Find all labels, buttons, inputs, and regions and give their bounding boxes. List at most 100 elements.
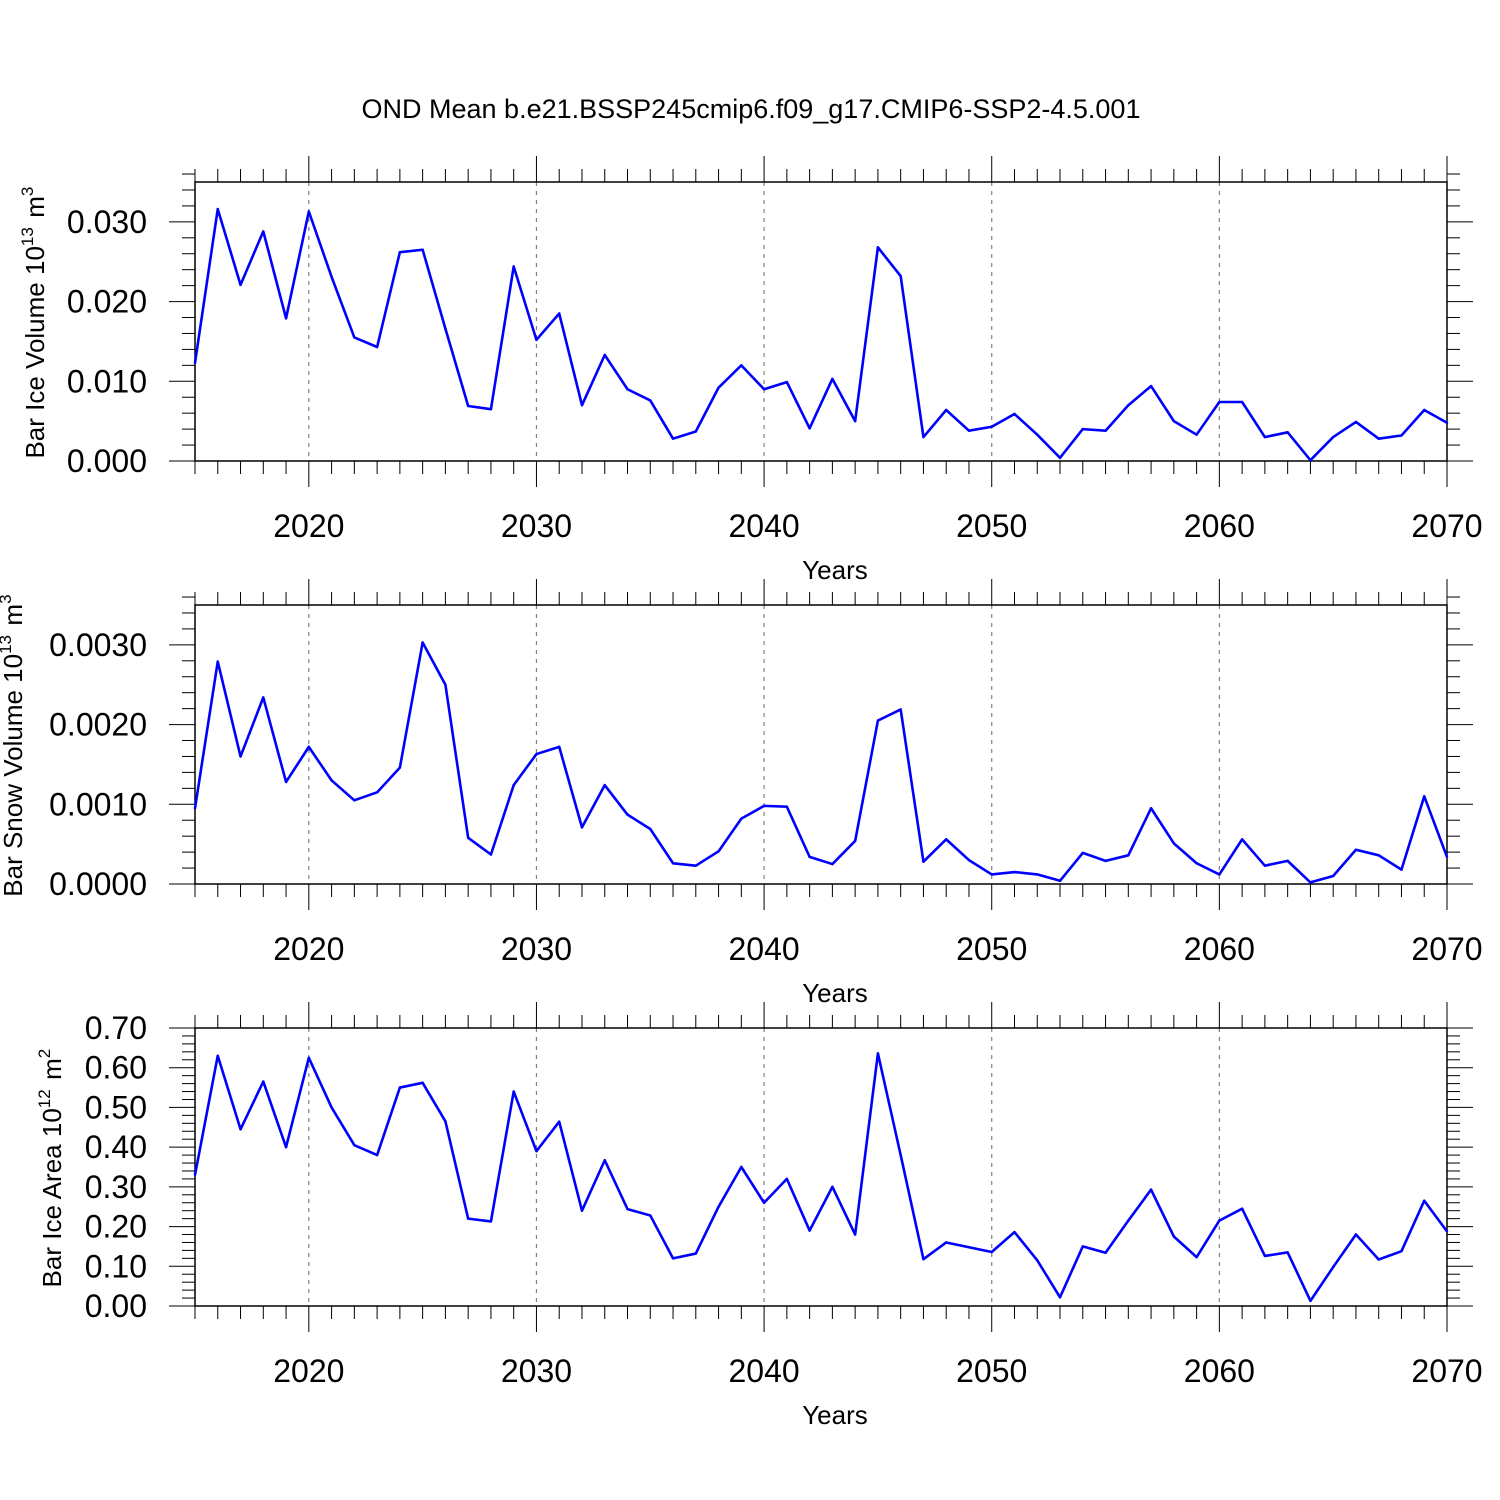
data-point — [1127, 404, 1130, 407]
data-point — [580, 404, 584, 407]
data-point — [307, 210, 311, 213]
data-point — [375, 345, 379, 349]
x-tick-label: 2070 — [1411, 508, 1482, 544]
chart-panel-2: 0.0000 0.0010 0.0020 0.0030 2020 2030 2040 2050… — [0, 579, 1483, 1008]
y-tick-label: 0.70 — [85, 1010, 147, 1046]
data-point — [899, 274, 902, 278]
data-point — [535, 752, 538, 756]
data-point — [671, 862, 675, 865]
data-point — [1445, 855, 1449, 859]
y-tick-label: 0.50 — [85, 1089, 147, 1125]
data-point — [922, 860, 925, 863]
data-point — [398, 1086, 402, 1089]
data-point — [762, 388, 766, 391]
data-point — [671, 1257, 675, 1260]
data-point — [1331, 1265, 1335, 1269]
data-point — [1013, 412, 1016, 416]
data-point — [1127, 1219, 1130, 1222]
series-line — [193, 641, 1449, 884]
data-point — [239, 1128, 242, 1131]
x-tick-label: 2020 — [273, 931, 344, 967]
data-point — [1331, 435, 1335, 439]
data-point — [785, 380, 789, 384]
data-point — [1400, 868, 1403, 871]
data-point — [353, 1143, 356, 1147]
data-point — [1104, 1251, 1107, 1254]
y-tick-label: 0.000 — [67, 443, 147, 479]
data-point — [284, 1145, 288, 1149]
y-tick-label: 0.010 — [67, 363, 147, 399]
y-axis-label: Bar Ice Volume 1013 m3 — [18, 184, 50, 458]
y-tick-label: 0.20 — [85, 1209, 147, 1245]
data-point — [216, 660, 219, 663]
data-point — [421, 641, 424, 644]
data-point — [1263, 864, 1267, 867]
data-point — [444, 327, 447, 330]
data-point — [1149, 1188, 1153, 1191]
data-point — [1127, 854, 1130, 857]
x-tick-label: 2060 — [1184, 931, 1255, 967]
data-point — [421, 248, 424, 251]
x-tick-label: 2060 — [1184, 508, 1255, 544]
plot-frame — [194, 181, 1448, 462]
data-point — [1036, 433, 1039, 436]
data-point — [1400, 434, 1403, 437]
data-point — [626, 813, 629, 816]
data-point — [1036, 873, 1039, 876]
x-tick-label: 2070 — [1411, 931, 1482, 967]
data-point — [1331, 874, 1335, 878]
data-point — [876, 1052, 880, 1055]
data-point — [1218, 873, 1221, 876]
data-point — [853, 419, 857, 423]
data-point — [466, 1217, 470, 1220]
data-point — [1263, 435, 1267, 439]
data-point — [603, 1159, 606, 1162]
data-point — [853, 1233, 857, 1236]
data-point — [876, 246, 880, 249]
y-tick-label: 0.10 — [85, 1248, 147, 1284]
data-point — [1377, 1258, 1380, 1261]
data-point — [1423, 795, 1426, 798]
data-point — [1195, 862, 1198, 865]
data-point — [1172, 419, 1176, 423]
y-axis-label-ylabel-unit-exponent: 3 — [0, 594, 15, 603]
x-tick-label: 2030 — [501, 508, 572, 544]
y-tick-label: 0.0030 — [49, 627, 147, 663]
x-axis-label: Years — [802, 555, 868, 585]
data-point — [216, 1054, 219, 1058]
y-axis-label-ylabel-unit: m — [37, 1058, 67, 1080]
data-point — [717, 850, 720, 853]
data-point — [740, 1165, 743, 1169]
data-point — [262, 1080, 265, 1083]
data-point — [694, 1252, 697, 1255]
data-point — [353, 336, 356, 339]
data-point — [512, 1090, 515, 1093]
y-axis-label-space — [20, 218, 50, 225]
data-point — [1058, 1296, 1062, 1299]
data-point — [398, 766, 402, 769]
y-tick-label: 0.60 — [85, 1050, 147, 1086]
data-point — [740, 817, 743, 820]
data-point — [558, 745, 561, 749]
data-point — [193, 1173, 197, 1177]
data-point — [489, 1220, 493, 1223]
data-point — [694, 864, 697, 867]
x-tick-label: 2030 — [501, 1353, 572, 1389]
data-point — [1240, 1207, 1244, 1210]
y-axis-label-baseline-reset — [37, 1047, 67, 1049]
x-tick-label: 2020 — [273, 1353, 344, 1389]
x-tick-label: 2030 — [501, 931, 572, 967]
data-point — [466, 404, 470, 408]
data-point — [1081, 427, 1084, 431]
data-point — [330, 275, 333, 279]
data-point — [1354, 848, 1358, 851]
data-point — [193, 361, 197, 365]
plot-frame — [194, 604, 1448, 885]
data-point — [603, 353, 606, 357]
data-point — [671, 437, 675, 440]
data-point — [762, 804, 766, 808]
chart-panels: 0.000 0.010 0.020 0.030 2020 2030 2040 2050 2060… — [0, 156, 1483, 1430]
chart-title: OND Mean b.e21.BSSP245cmip6.f09_g17.CMIP… — [362, 94, 1141, 124]
data-point — [512, 783, 515, 787]
data-point — [580, 826, 584, 829]
